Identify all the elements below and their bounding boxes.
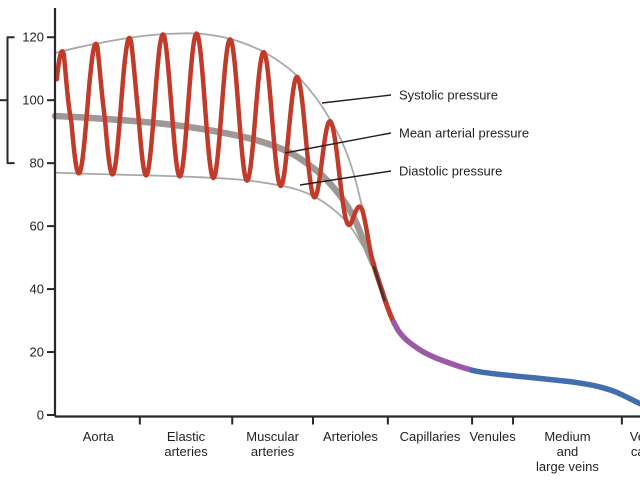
x-category-label: Capillaries — [400, 429, 461, 444]
pressure-range-bracket — [6, 36, 15, 165]
diastolic-pressure-label: Diastolic pressure — [399, 163, 503, 179]
annotation-leader-line — [321, 94, 392, 104]
x-category-label: Elastic arteries — [164, 429, 207, 459]
pressure-line-capillaries — [390, 319, 475, 374]
y-tick-label: 60 — [30, 219, 44, 234]
annotation-leader-line — [299, 170, 392, 186]
y-tick-label: 40 — [30, 282, 44, 297]
x-category-label-line: Capillaries — [399, 429, 461, 444]
y-tick-label: 80 — [30, 156, 44, 171]
x-category-label: Venules — [469, 429, 515, 444]
x-category-label-line: Arterioles — [322, 429, 378, 444]
x-category-label-line: arteries — [164, 444, 208, 459]
x-category-label: Medium and large veins — [536, 429, 599, 474]
y-tick-label: 20 — [30, 345, 44, 360]
x-category-label-line: Medium — [544, 429, 591, 444]
systolic-pressure-label: Systolic pressure — [399, 87, 498, 103]
y-tick-label: 100 — [22, 93, 44, 108]
x-category-label: Venaecavae — [630, 429, 640, 459]
y-tick-label: 120 — [22, 30, 44, 45]
x-category-label: Aorta — [83, 429, 114, 444]
x-category-label: Muscular arteries — [246, 429, 299, 459]
x-category-label-line: Muscular — [246, 429, 299, 444]
x-category-label: Arterioles — [323, 429, 378, 444]
x-category-label-line: arteries — [250, 444, 295, 459]
diastolic-envelope-line — [54, 171, 375, 265]
systolic-envelope-line — [54, 32, 375, 265]
x-category-label-line: cavae — [630, 444, 640, 459]
x-category-label-line: Elastic — [166, 429, 206, 444]
convergence-dark-line — [371, 261, 386, 302]
x-category-label-line: Venules — [469, 429, 516, 444]
mean-arterial-pressure-label: Mean arterial pressure — [399, 125, 530, 141]
y-tick-label: 0 — [37, 408, 44, 423]
x-category-label-line: Aorta — [82, 429, 114, 444]
pulsatile-pressure-wave — [54, 31, 376, 267]
x-category-label-line: Venae — [629, 429, 640, 444]
annotation-leader-line — [284, 132, 392, 154]
x-category-label-line: large veins — [536, 459, 599, 474]
x-category-label-line: and — [556, 444, 579, 459]
pressure-line-venules-and-veins — [469, 367, 640, 407]
